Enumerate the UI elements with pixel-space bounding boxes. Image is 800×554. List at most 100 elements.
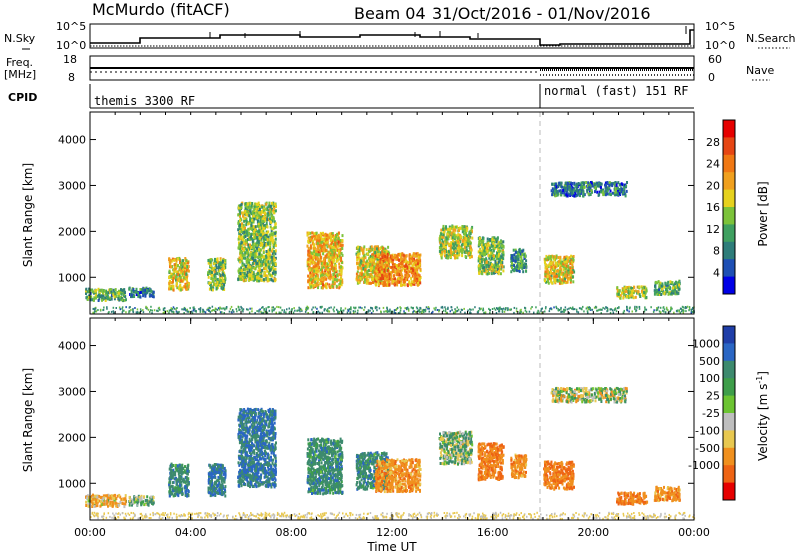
- cpid-mode-1: themis 3300 RF: [94, 94, 195, 108]
- velocity-patch-7: [374, 458, 422, 494]
- nsky-spikes: [209, 26, 687, 38]
- velocity-patch-13: [616, 491, 649, 506]
- velocity-colorbar: 1000 500 100 25 -25 -100 -500 -1000: [688, 325, 736, 501]
- velocity-colorbar-swatch-6: [723, 430, 735, 449]
- power-colorbar-swatch-3: [723, 172, 735, 191]
- power-colorbar-swatch-8: [723, 259, 735, 278]
- velocity-ytick-0: 1000: [58, 477, 694, 490]
- power-patch-7: [374, 252, 422, 288]
- nave-tick-top: 60: [708, 53, 722, 66]
- power-ytick-0: 1000: [58, 271, 694, 284]
- velocity-patch-0: [85, 493, 127, 509]
- freq-label: Freq.: [6, 56, 33, 69]
- power-colorbar-tick-1: 8: [713, 245, 720, 258]
- nsearch-tick-bottom: 10^0: [705, 39, 735, 52]
- nsky-panel-frame: [89, 23, 695, 49]
- velocity-patch-1: [128, 494, 155, 507]
- power-patch-3: [207, 257, 227, 292]
- velocity-colorbar-swatch-3: [723, 378, 735, 397]
- velocity-colorbar-label-end: ]: [756, 371, 770, 376]
- power-colorbar-swatch-9: [723, 276, 735, 295]
- power-colorbar-swatch-6: [723, 224, 735, 243]
- cpid-label: CPID: [8, 91, 37, 104]
- velocity-colorbar-swatch-0: [723, 326, 735, 344]
- power-ytick-3: 4000: [58, 134, 694, 147]
- power-patch-4: [237, 201, 277, 283]
- velocity-ytick-2: 3000: [58, 385, 694, 398]
- velocity-colorbar-tick-1: 500: [699, 355, 720, 368]
- power-patch-1: [128, 286, 155, 299]
- power-patch-2: [168, 256, 190, 292]
- power-patch-12: [550, 180, 628, 198]
- power-patch-14: [653, 279, 681, 296]
- velocity-ylabel: Slant Range [km]: [21, 368, 35, 472]
- power-patch-5: [306, 231, 344, 290]
- nave-tick-bottom: 0: [708, 71, 715, 84]
- power-colorbar: 4 8 12 16 20 24 28: [706, 119, 736, 295]
- velocity-data-layer: [85, 386, 696, 521]
- date-range: 31/Oct/2016 - 01/Nov/2016: [432, 4, 651, 23]
- velocity-colorbar-swatch-1: [723, 343, 735, 362]
- nsky-trace: [90, 29, 694, 46]
- power-data-layer: [85, 180, 695, 315]
- power-colorbar-tick-3: 16: [706, 201, 720, 214]
- power-colorbar-swatch-1: [723, 137, 735, 156]
- power-ytick-2: 3000: [58, 179, 694, 192]
- velocity-patch-10: [510, 453, 528, 480]
- nsky-label: N.Sky: [4, 32, 36, 45]
- nsky-tick-bottom: 10^0: [56, 39, 86, 52]
- power-patch-9: [477, 236, 505, 276]
- velocity-colorbar-tick-4: -25: [702, 407, 720, 420]
- power-ytick-1: 2000: [58, 225, 694, 238]
- power-colorbar-swatch-2: [723, 154, 735, 173]
- velocity-patch-8: [438, 430, 474, 466]
- station-title: McMurdo (fitACF): [92, 0, 230, 19]
- velocity-minor-xticks: [89, 318, 695, 520]
- freq-unit: [MHz]: [4, 68, 36, 81]
- power-colorbar-swatch-7: [723, 241, 735, 260]
- velocity-colorbar-label: Velocity [m s-1]: [755, 371, 770, 461]
- nsearch-tick-top: 10^5: [705, 20, 735, 33]
- power-minor-xticks: [89, 112, 695, 314]
- velocity-patch-2: [168, 462, 190, 498]
- velocity-colorbar-swatch-7: [723, 447, 735, 466]
- power-patch-8: [438, 224, 474, 260]
- nave-label: Nave: [746, 64, 774, 77]
- velocity-colorbar-swatch-4: [723, 395, 735, 414]
- power-colorbar-swatch-4: [723, 189, 735, 208]
- velocity-patch-5: [306, 437, 344, 496]
- power-patch-11: [543, 254, 576, 285]
- velocity-x-ticks: 00:00 04:00 08:00 12:00 16:00 20:00 00:00: [74, 318, 710, 539]
- power-near-range-band: [92, 305, 695, 315]
- velocity-colorbar-label-main: Velocity [m s: [756, 384, 770, 461]
- velocity-panel: 1000 2000 3000 4000 00:00 04:00 08:00 12:00 16:…: [21, 317, 770, 554]
- velocity-patch-14: [653, 485, 681, 503]
- power-ylabel: Slant Range [km]: [21, 163, 35, 267]
- power-colorbar-tick-5: 24: [706, 158, 720, 171]
- velocity-colorbar-label-sup: -1: [755, 376, 764, 384]
- velocity-colorbar-swatch-9: [723, 482, 735, 501]
- power-panel: 1000 2000 3000 4000 Slant Range [km] 4 8 12 16…: [21, 111, 770, 315]
- power-patch-13: [616, 285, 648, 300]
- power-patch-10: [510, 247, 528, 274]
- freq-tick-bottom: 8: [68, 71, 75, 84]
- velocity-ytick-1: 2000: [58, 431, 694, 444]
- power-colorbar-label: Power [dB]: [756, 181, 770, 246]
- power-y-ticks: 1000 2000 3000 4000: [58, 134, 694, 284]
- power-patch-0: [85, 287, 127, 303]
- power-colorbar-swatch-0: [723, 120, 735, 138]
- nsearch-label: N.Search: [746, 32, 796, 45]
- cpid-mode-2: normal (fast) 151 RF: [544, 84, 689, 98]
- time-axis-label: Time UT: [366, 540, 417, 554]
- power-colorbar-tick-0: 4: [713, 266, 720, 279]
- velocity-patch-12: [550, 386, 628, 404]
- velocity-colorbar-tick-2: 100: [699, 372, 720, 385]
- power-colorbar-swatch-5: [723, 207, 735, 225]
- beam-title: Beam 04: [354, 4, 426, 23]
- velocity-patch-3: [207, 463, 227, 498]
- velocity-y-ticks: 1000 2000 3000 4000: [58, 340, 694, 490]
- velocity-colorbar-swatch-8: [723, 465, 735, 484]
- velocity-colorbar-tick-3: 25: [706, 390, 720, 403]
- velocity-ytick-3: 4000: [58, 340, 694, 353]
